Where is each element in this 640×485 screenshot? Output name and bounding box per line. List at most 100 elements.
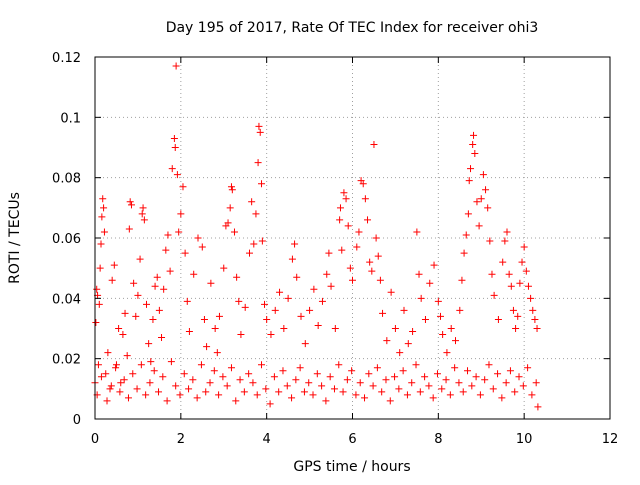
data-point [313,370,321,378]
data-point [224,219,232,227]
data-point [533,325,541,332]
data-point [335,361,343,369]
data-point [387,288,395,296]
data-point [124,394,132,402]
data-point [376,276,384,284]
data-point [275,388,283,396]
data-point [421,315,429,323]
data-point [519,382,527,390]
data-point [386,397,394,405]
data-point [116,388,124,396]
data-point [488,270,496,278]
data-point [162,246,170,254]
data-point [365,370,373,378]
data-point [338,246,346,254]
data-point [211,325,219,332]
data-point [373,364,381,372]
data-point [481,376,489,384]
data-point [126,198,134,206]
data-point [100,204,108,212]
data-point [270,373,278,381]
data-point [511,388,519,396]
data-point [267,331,275,339]
data-point [370,140,378,148]
data-point [353,243,361,251]
data-point [291,240,299,248]
data-point [112,364,120,372]
data-point [147,358,155,366]
x-tick-label: 10 [516,432,533,447]
data-point [339,388,347,396]
data-point [120,376,128,384]
data-point [266,400,274,408]
data-point [458,276,466,284]
data-point [476,391,484,399]
data-point [288,255,296,263]
data-point [117,379,125,387]
data-point [503,228,511,236]
data-point [300,388,308,396]
data-point [167,358,175,366]
data-point [296,364,304,372]
data-point [490,291,498,299]
data-point [119,331,127,339]
data-point [327,282,335,290]
data-point [258,180,266,188]
data-point [417,294,425,302]
data-point [284,294,292,302]
data-point [145,340,153,348]
data-point [509,306,517,314]
data-point [485,361,493,369]
data-point [415,270,423,278]
data-point [494,315,502,323]
data-point [213,349,221,357]
data-point [223,382,231,390]
data-point [134,291,142,299]
data-point [293,273,301,281]
data-point [379,309,387,317]
data-point [139,204,147,212]
data-point [372,234,380,242]
y-tick-label: 0.06 [52,232,81,247]
data-point [426,279,434,287]
data-point [280,325,288,332]
data-point [210,367,218,375]
data-point [346,264,354,272]
data-point [484,204,492,212]
data-point [102,370,110,378]
data-point [194,234,202,242]
y-axis-label: ROTI / TECUs [7,192,23,284]
data-point [151,282,159,290]
data-point [97,373,105,381]
data-point [227,183,235,191]
data-point [524,282,532,290]
y-tick-label: 0.08 [52,172,81,187]
y-tick-label: 0.1 [60,111,81,126]
y-tick-label: 0.04 [52,292,81,307]
data-point [416,388,424,396]
data-point [391,373,399,381]
data-point [434,297,442,305]
data-point [501,237,509,245]
data-point [404,340,412,348]
data-point [202,388,210,396]
data-point [252,210,260,218]
y-tick-label: 0.12 [52,51,81,66]
data-point [447,325,455,332]
data-point [433,370,441,378]
data-point [305,379,313,387]
y-tick-label: 0 [73,413,81,428]
data-point [258,237,266,245]
data-point [364,216,372,224]
data-point [256,128,264,136]
data-point [331,325,339,332]
data-point [330,385,338,393]
data-point [446,391,454,399]
data-point [532,379,540,387]
data-point [336,216,344,224]
data-point [349,276,356,284]
data-point [442,376,450,384]
data-point [421,373,429,381]
data-point [468,382,476,390]
